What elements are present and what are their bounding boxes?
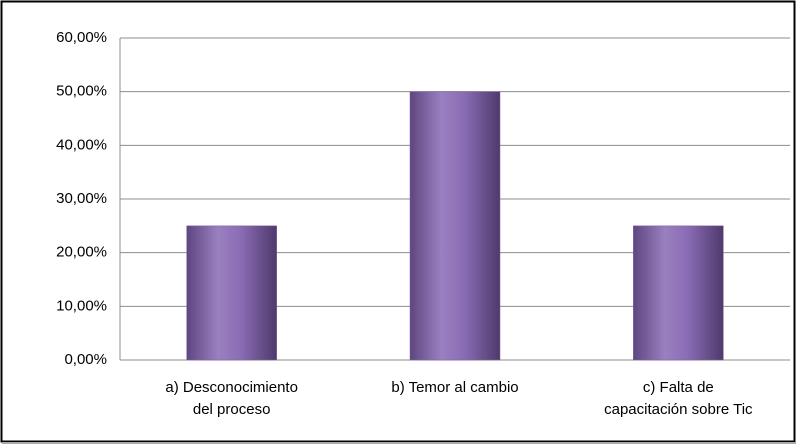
y-tick-label: 40,00% [56,136,107,153]
x-tick-label: b) Temor al cambio [391,379,518,396]
x-tick-label: a) Desconocimiento del proceso [165,379,298,418]
y-tick-label: 0,00% [64,351,107,368]
bar [633,225,724,361]
y-tick-label: 20,00% [56,244,107,261]
x-tick-label: c) Falta de capacitación sobre Tic [604,379,753,418]
y-tick-label: 50,00% [56,83,107,100]
bar [409,91,501,361]
y-tick-label: 60,00% [56,29,107,46]
y-tick-label: 30,00% [56,190,107,207]
bar [186,225,277,361]
y-tick-label: 10,00% [56,297,107,314]
